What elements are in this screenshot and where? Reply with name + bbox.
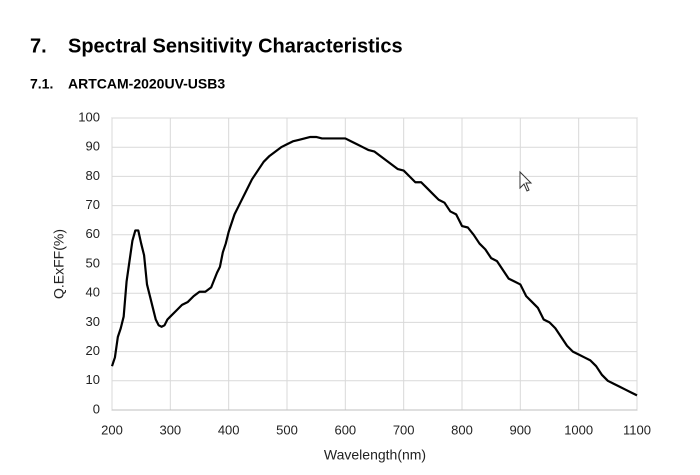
x-tick-label: 200	[101, 422, 123, 437]
x-tick-label: 700	[393, 422, 415, 437]
x-tick-label: 1000	[564, 422, 593, 437]
y-tick-label: 90	[86, 139, 100, 154]
y-tick-label: 60	[86, 226, 100, 241]
y-tick-label: 30	[86, 314, 100, 329]
x-tick-label: 600	[334, 422, 356, 437]
y-tick-label: 10	[86, 372, 100, 387]
y-tick-label: 80	[86, 168, 100, 183]
y-axis-label: Q.ExFF(%)	[51, 229, 67, 299]
x-tick-label: 900	[509, 422, 531, 437]
y-tick-label: 40	[86, 285, 100, 300]
plot: 0 10 20 30 40 50 60 70 80 90 100 200 300 400 500 600 700…	[78, 109, 651, 437]
heading-number: 7.	[30, 35, 47, 57]
subheading-number: 7.1.	[30, 76, 53, 92]
x-tick-label: 400	[218, 422, 240, 437]
x-tick-label: 1100	[623, 422, 651, 437]
subheading-title: ARTCAM-2020UV-USB3	[68, 76, 225, 92]
cursor	[519, 170, 533, 192]
x-tick-label: 300	[159, 422, 181, 437]
y-tick-label: 0	[93, 401, 100, 416]
heading-title: Spectral Sensitivity Characteristics	[68, 35, 403, 57]
data-line	[110, 135, 638, 397]
y-tick-label: 100	[78, 109, 100, 124]
x-tick-label: 500	[276, 422, 298, 437]
y-tick-label: 50	[86, 255, 100, 270]
y-tick-label: 70	[86, 197, 100, 212]
x-tick-label: 800	[451, 422, 473, 437]
y-tick-label: 20	[86, 343, 100, 358]
x-axis-label: Wavelength(nm)	[324, 447, 426, 463]
